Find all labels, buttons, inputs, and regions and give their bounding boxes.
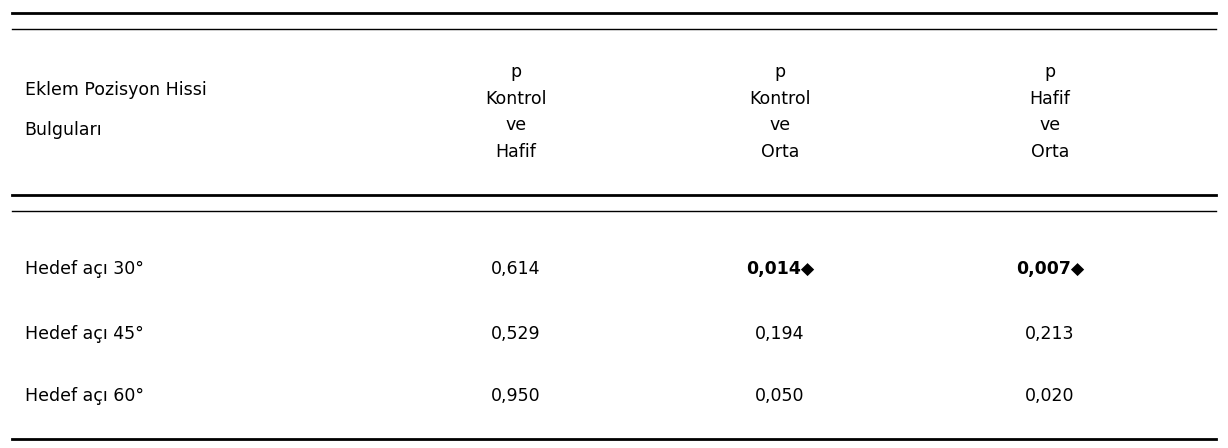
Text: Eklem Pozisyon Hissi: Eklem Pozisyon Hissi [25,81,206,99]
Text: Hedef açı 45°: Hedef açı 45° [25,325,144,343]
Text: 0,614: 0,614 [491,260,540,278]
Text: 0,050: 0,050 [755,388,804,405]
Text: Hedef açı 30°: Hedef açı 30° [25,260,144,278]
Text: 0,014◆: 0,014◆ [745,260,814,278]
Text: p
Kontrol
ve
Orta: p Kontrol ve Orta [749,64,810,160]
Text: p
Kontrol
ve
Hafif: p Kontrol ve Hafif [485,64,546,160]
Text: 0,194: 0,194 [755,325,804,343]
Text: Bulguları: Bulguları [25,121,102,139]
Text: 0,950: 0,950 [491,388,540,405]
Text: 0,007◆: 0,007◆ [1016,260,1084,278]
Text: Hedef açı 60°: Hedef açı 60° [25,388,144,405]
Text: 0,213: 0,213 [1025,325,1074,343]
Text: 0,020: 0,020 [1025,388,1074,405]
Text: 0,529: 0,529 [491,325,540,343]
Text: p
Hafif
ve
Orta: p Hafif ve Orta [1029,64,1071,160]
